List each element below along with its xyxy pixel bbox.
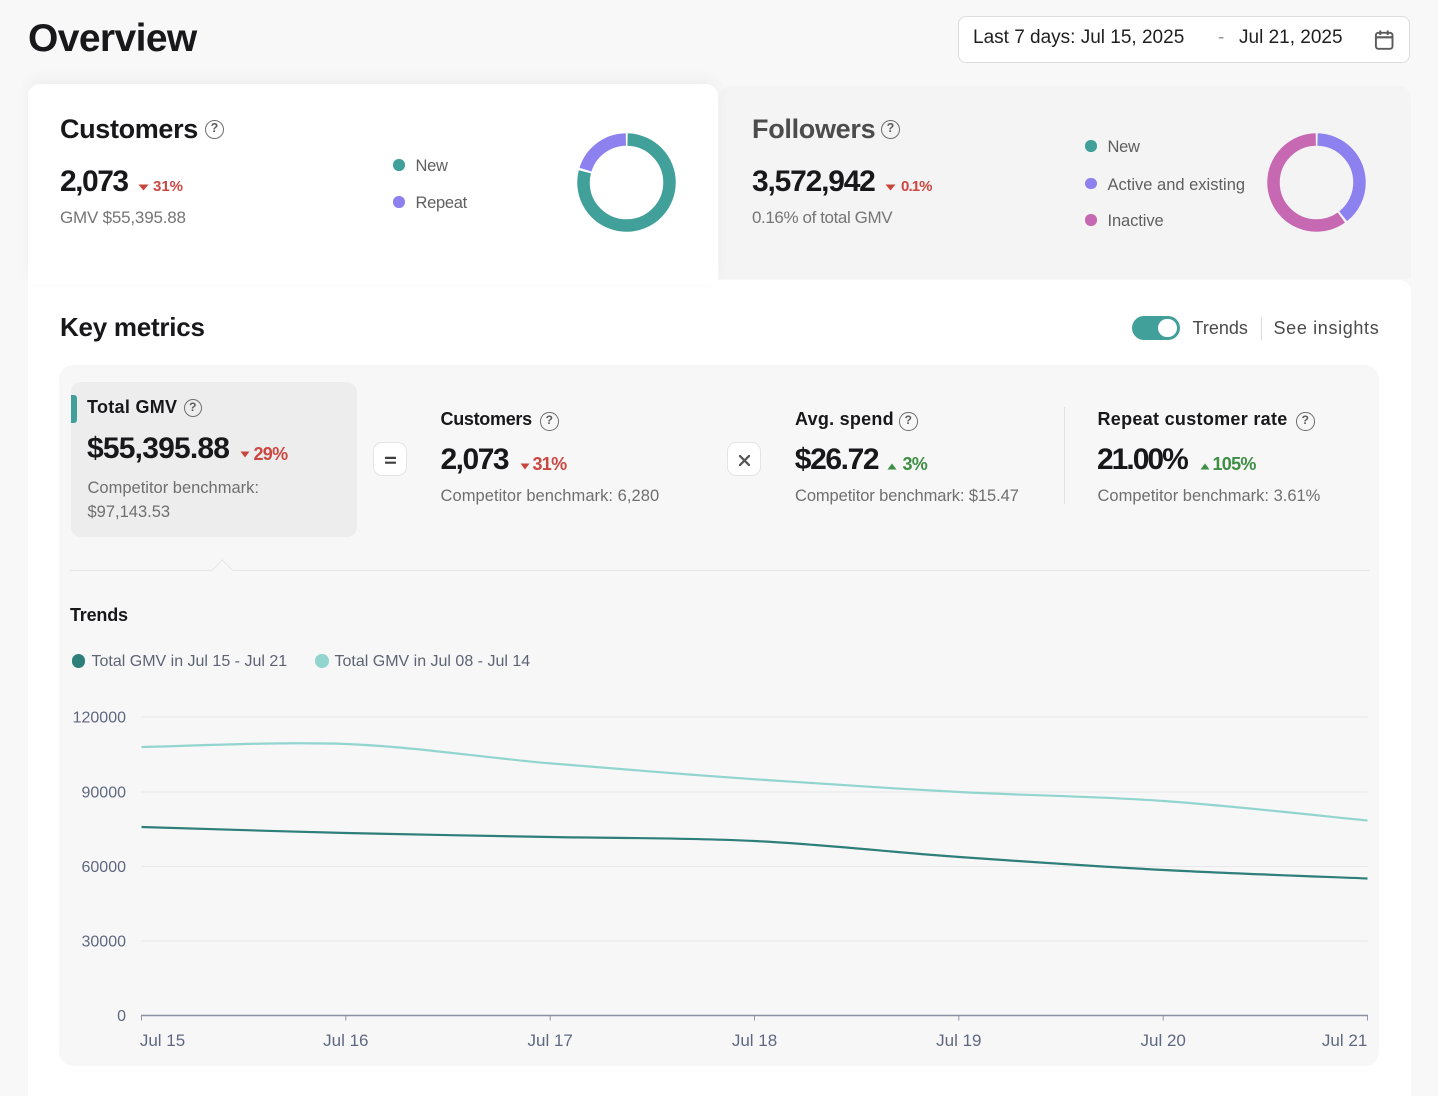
svg-text:Jul 20: Jul 20 — [1141, 1031, 1186, 1050]
svg-text:Jul 17: Jul 17 — [528, 1031, 573, 1050]
svg-text:0: 0 — [117, 1008, 126, 1025]
svg-text:60000: 60000 — [82, 859, 127, 876]
svg-text:Jul 15: Jul 15 — [140, 1031, 185, 1050]
svg-text:Jul 16: Jul 16 — [323, 1031, 368, 1050]
svg-text:Jul 19: Jul 19 — [936, 1031, 981, 1050]
svg-text:120000: 120000 — [73, 710, 126, 727]
svg-text:Jul 21: Jul 21 — [1322, 1031, 1367, 1050]
svg-text:90000: 90000 — [82, 785, 127, 802]
svg-text:30000: 30000 — [82, 934, 127, 951]
svg-text:Jul 18: Jul 18 — [732, 1031, 777, 1050]
